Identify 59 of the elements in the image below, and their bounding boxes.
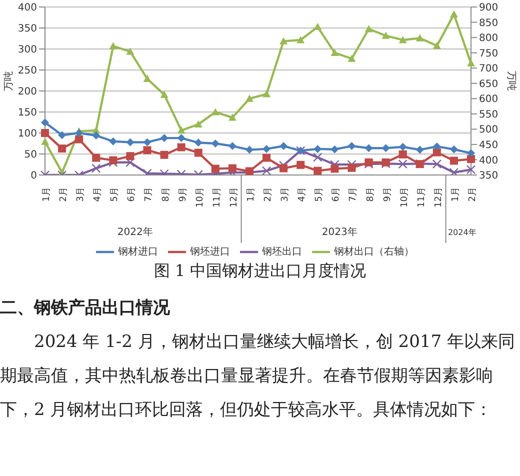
y2-tick-label: 450 [479, 140, 498, 152]
y-tick-label: 50 [24, 150, 37, 161]
y2-tick-label: 850 [479, 18, 498, 29]
x-tick-label: 8月 [161, 187, 172, 202]
x-tick-label: 4月 [93, 187, 104, 202]
x-tick-label: 12月 [229, 187, 240, 208]
x-tick-label: 6月 [127, 187, 138, 202]
legend-label: 钢材出口（右轴） [334, 246, 414, 258]
x-tick-label: 10月 [400, 187, 410, 208]
x-tick-label: 5月 [314, 187, 325, 202]
text: 2022年 [117, 226, 153, 238]
y-tick-label: 350 [18, 24, 37, 35]
text: 2023年 [322, 226, 358, 238]
x-tick-label: 1月 [246, 187, 256, 202]
x-tick-label: 12月 [434, 187, 444, 208]
text: 图 1 中国钢材进出口月度情况 [152, 261, 368, 282]
x-tick-label: 5月 [110, 187, 120, 202]
x-tick-label: 7月 [144, 187, 154, 202]
y-tick-label: 250 [18, 66, 37, 77]
text: 2024年 [448, 228, 476, 237]
x-tick-label: 11月 [212, 187, 222, 208]
y-tick-label: 100 [18, 128, 37, 140]
y-tick-label: 0 [30, 170, 37, 182]
y-tick-label: 400 [18, 2, 37, 14]
x-tick-label: 6月 [332, 187, 342, 202]
x-tick-label: 3月 [76, 187, 86, 202]
x-tick-label: 8月 [366, 187, 376, 202]
x-tick-label: 7月 [348, 187, 359, 202]
y2-tick-label: 400 [479, 155, 498, 166]
x-tick-label: 2月 [264, 187, 274, 202]
x-tick-label: 2月 [468, 187, 478, 202]
x-tick-label: 9月 [178, 187, 188, 202]
text: 2024 年 1-2 月，钢材出口量继续大幅增长，创 2017 年以来同期最高值，其中热轧板卷出口量显著提升。在春节假期等因素影响下，2 月钢材出口环比回落，但仍处于较高水平。具体情况如下： [0, 331, 516, 422]
legend-label: 钢坯进口 [190, 246, 230, 258]
legend-label: 钢坯出口 [262, 246, 302, 258]
x-tick-label: 4月 [298, 187, 308, 202]
x-tick-label: 9月 [382, 187, 393, 202]
y-tick-label: 150 [18, 108, 37, 119]
y-tick-label: 200 [18, 86, 37, 98]
y2-tick-label: 650 [479, 78, 498, 90]
y-tick-label: 300 [18, 44, 37, 56]
x-tick-label: 10月 [195, 187, 206, 208]
y2-tick-label: 500 [479, 124, 498, 136]
text: 二、钢铁产品出口情况 [0, 297, 171, 319]
y2-tick-label: 350 [479, 170, 498, 182]
x-tick-label: 1月 [450, 187, 461, 202]
y2-tick-label: 900 [479, 2, 498, 14]
x-tick-label: 3月 [280, 187, 291, 202]
y2-tick-label: 700 [479, 64, 498, 75]
legend-label: 钢材进口 [118, 246, 158, 258]
x-tick-label: 2月 [59, 187, 70, 202]
y2-axis-title: 万吨 [505, 71, 518, 91]
y2-tick-label: 800 [479, 33, 498, 44]
y2-tick-label: 600 [479, 94, 498, 106]
y2-tick-label: 550 [479, 109, 498, 120]
y-axis-title: 万吨 [2, 71, 15, 91]
x-tick-label: 1月 [42, 187, 52, 202]
x-tick-label: 11月 [416, 187, 427, 208]
y2-tick-label: 750 [479, 48, 498, 60]
